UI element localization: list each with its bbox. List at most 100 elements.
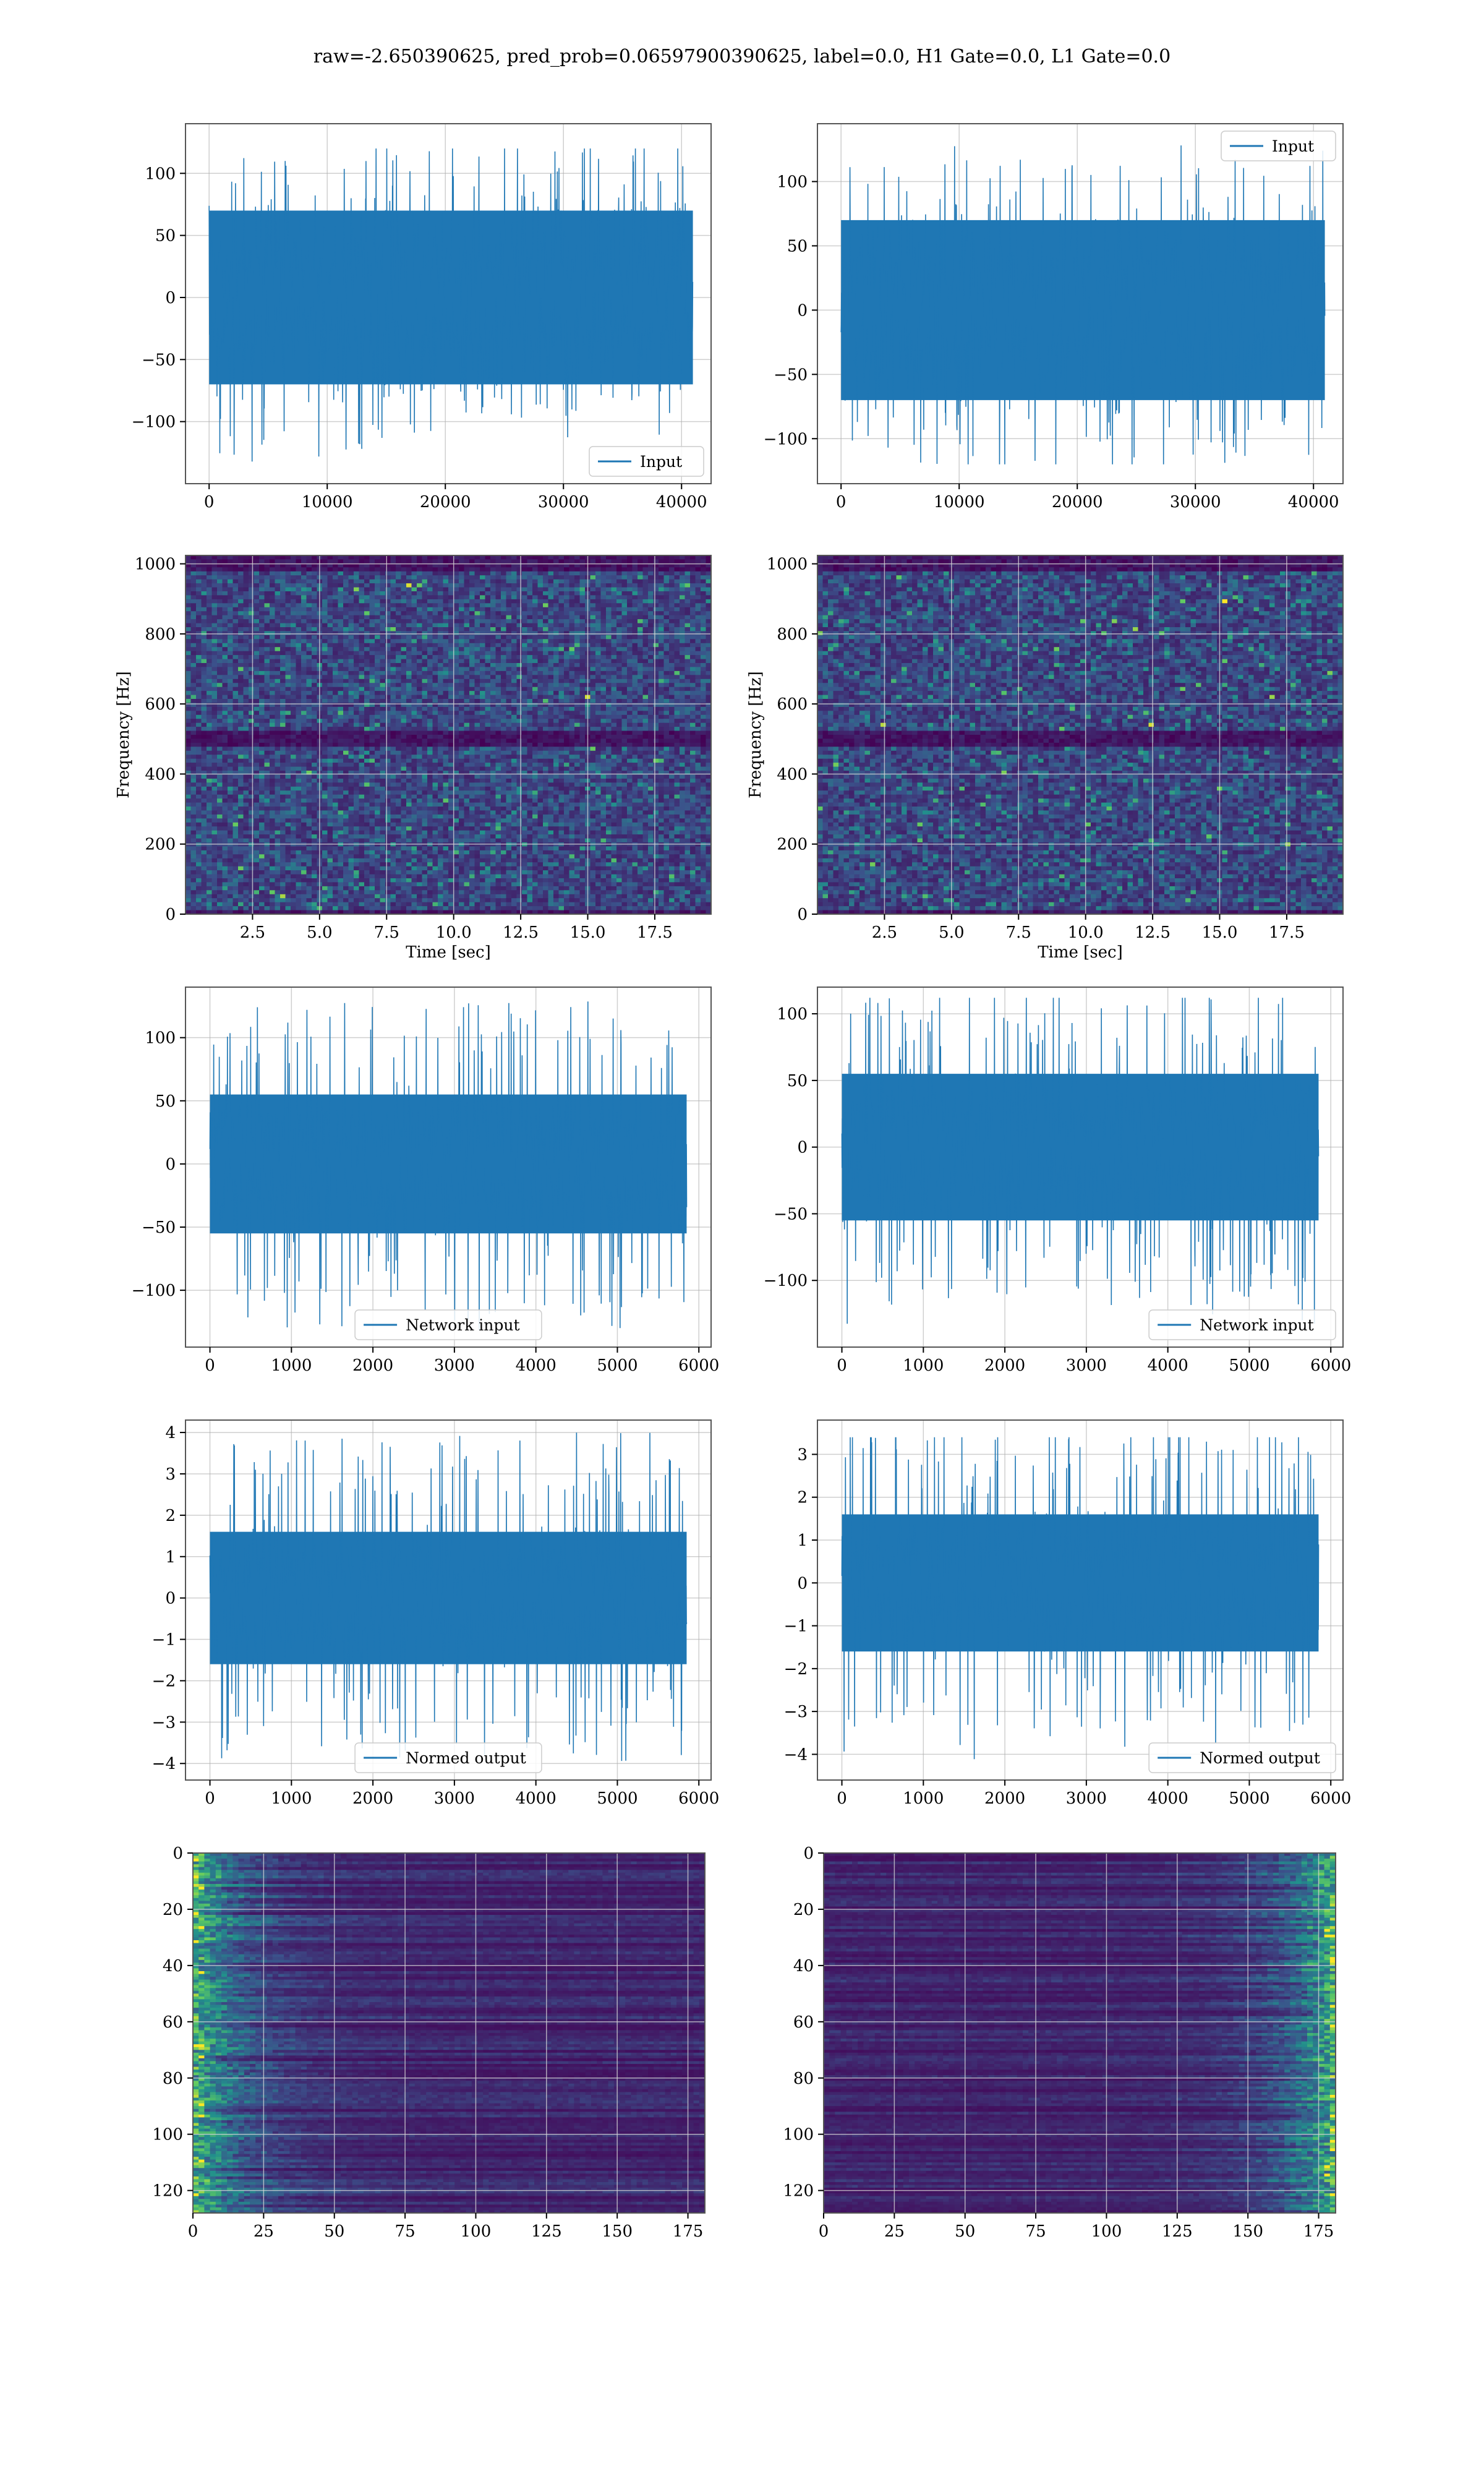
legend: Normed output — [1149, 1743, 1336, 1773]
x-tick-label: 75 — [395, 2222, 416, 2241]
y-tick-label: 0 — [165, 1155, 176, 1174]
y-tick-label: −4 — [152, 1755, 176, 1773]
y-tick-label: −100 — [764, 1272, 808, 1290]
x-tick-label: 30000 — [1170, 493, 1221, 511]
x-tick-label: 5.0 — [939, 923, 964, 942]
legend: Input — [589, 447, 704, 476]
y-tick-label: −50 — [774, 366, 808, 384]
x-tick-label: 10000 — [934, 493, 985, 511]
x-axis-label: Time [sec] — [406, 943, 491, 962]
heatmap-image — [817, 555, 1344, 915]
x-tick-label: 3000 — [1066, 1789, 1107, 1808]
x-tick-label: 5.0 — [307, 923, 332, 942]
x-tick-label: 4000 — [1148, 1789, 1188, 1808]
heatmap-image — [193, 1853, 706, 2214]
legend: Input — [1221, 131, 1336, 161]
panel-spec-l1: 2.5 5.0 7.5 10.0 12.5 15.0 17.5020040060080010… — [746, 555, 1344, 962]
y-tick-label: −2 — [152, 1672, 176, 1690]
y-tick-label: 0 — [797, 1139, 808, 1157]
x-tick-label: 15.0 — [1202, 923, 1238, 942]
heatmap-image — [824, 1853, 1336, 2214]
x-tick-label: 6000 — [1310, 1789, 1351, 1808]
y-tick-label: 50 — [787, 237, 808, 255]
y-tick-label: 0 — [173, 1844, 183, 1863]
y-tick-label: 50 — [155, 227, 176, 246]
x-tick-label: 6000 — [678, 1789, 719, 1808]
x-tick-label: 125 — [1162, 2222, 1193, 2241]
x-axis-label: Time [sec] — [1038, 943, 1123, 962]
x-tick-label: 175 — [1303, 2222, 1334, 2241]
x-tick-label: 4000 — [516, 1789, 556, 1808]
y-tick-label: 1000 — [767, 555, 808, 574]
series-line — [209, 148, 693, 461]
y-tick-label: 4 — [165, 1424, 176, 1442]
x-tick-label: 10.0 — [1068, 923, 1104, 942]
y-tick-label: 60 — [163, 2013, 183, 2032]
x-tick-label: 2.5 — [872, 923, 897, 942]
x-tick-label: 0 — [836, 493, 846, 511]
panel-ts-network-h1: 0 1000 2000 3000 4000 5000 6000−100−50050100Ne… — [132, 987, 720, 1375]
x-tick-label: 5000 — [1229, 1356, 1269, 1375]
y-tick-label: −1 — [784, 1617, 808, 1636]
y-tick-label: 400 — [777, 765, 808, 784]
x-tick-label: 5000 — [597, 1789, 638, 1808]
y-tick-label: 200 — [777, 836, 808, 854]
x-tick-label: 150 — [602, 2222, 633, 2241]
y-tick-label: 0 — [797, 1574, 808, 1593]
y-tick-label: −3 — [152, 1713, 176, 1732]
panel-ts-network-l1: 0 1000 2000 3000 4000 5000 6000−100−50050100Ne… — [764, 987, 1352, 1375]
y-tick-label: −50 — [142, 1218, 176, 1237]
y-tick-label: 120 — [783, 2182, 814, 2201]
x-tick-label: 2000 — [352, 1789, 393, 1808]
y-tick-label: −50 — [142, 351, 176, 369]
x-tick-label: 10000 — [302, 493, 353, 511]
y-tick-label: 400 — [145, 765, 176, 784]
x-tick-label: 1000 — [271, 1789, 312, 1808]
y-tick-label: −4 — [784, 1745, 808, 1764]
series-line — [841, 145, 1324, 464]
y-tick-label: 1 — [165, 1548, 176, 1567]
x-tick-label: 25 — [254, 2222, 274, 2241]
x-tick-label: 6000 — [1310, 1356, 1351, 1375]
y-tick-label: 2 — [797, 1489, 808, 1507]
series-line — [210, 1432, 687, 1761]
x-tick-label: 17.5 — [637, 923, 673, 942]
y-tick-label: −100 — [132, 1282, 176, 1300]
y-tick-label: −1 — [152, 1631, 176, 1650]
y-tick-label: 100 — [145, 165, 176, 183]
y-tick-label: 0 — [165, 905, 176, 924]
x-tick-label: 17.5 — [1269, 923, 1305, 942]
x-tick-label: 150 — [1232, 2222, 1263, 2241]
legend-label: Input — [1272, 137, 1314, 155]
y-tick-label: 600 — [145, 695, 176, 714]
y-tick-label: −100 — [764, 430, 808, 448]
y-tick-label: 600 — [777, 695, 808, 714]
y-tick-label: 800 — [777, 625, 808, 644]
x-tick-label: 15.0 — [570, 923, 606, 942]
y-tick-label: 0 — [803, 1844, 814, 1863]
x-tick-label: 0 — [837, 1789, 847, 1808]
x-tick-label: 5000 — [597, 1356, 638, 1375]
legend-label: Input — [640, 453, 682, 471]
y-tick-label: 0 — [797, 905, 808, 924]
x-tick-label: 1000 — [903, 1356, 944, 1375]
legend-label: Normed output — [406, 1749, 526, 1767]
x-tick-label: 25 — [884, 2222, 905, 2241]
y-tick-label: 20 — [793, 1901, 814, 1919]
legend-label: Normed output — [1200, 1749, 1320, 1767]
y-axis-label: Frequency [Hz] — [746, 671, 765, 798]
x-tick-label: 50 — [955, 2222, 975, 2241]
x-tick-label: 7.5 — [1006, 923, 1031, 942]
x-tick-label: 30000 — [538, 493, 589, 511]
x-tick-label: 3000 — [434, 1789, 475, 1808]
series-line — [842, 998, 1319, 1324]
x-tick-label: 50 — [324, 2222, 344, 2241]
y-tick-label: 100 — [783, 2126, 814, 2144]
y-axis-label: Frequency [Hz] — [114, 671, 133, 798]
x-tick-label: 20000 — [420, 493, 471, 511]
y-tick-label: 0 — [797, 301, 808, 320]
x-tick-label: 0 — [205, 1356, 215, 1375]
